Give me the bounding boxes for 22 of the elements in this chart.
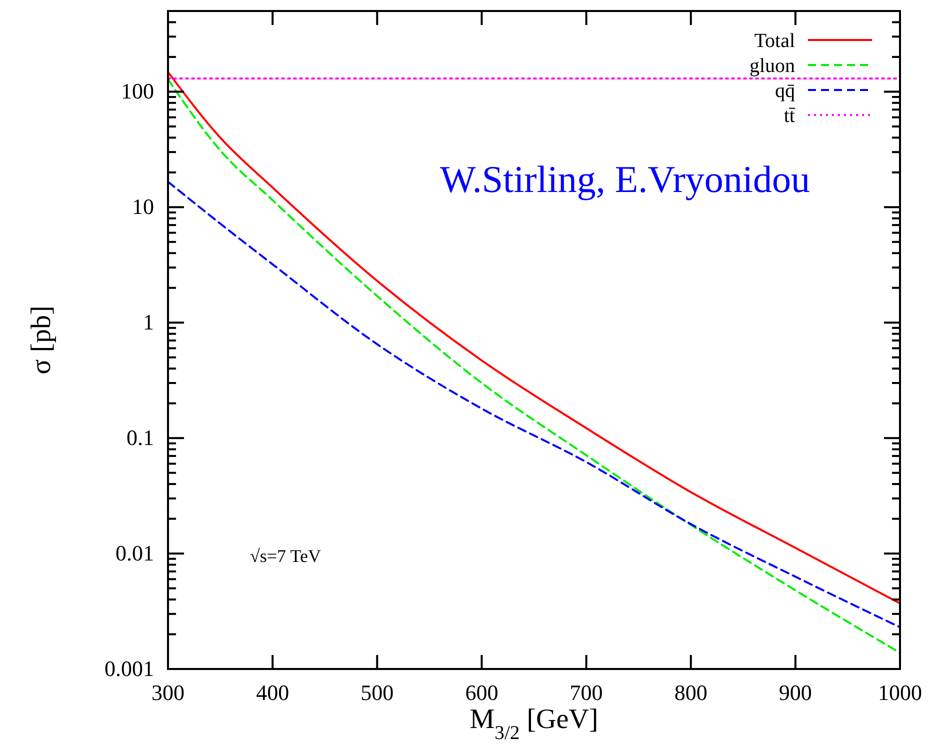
x-axis-title: M$_{3/2}$ [GeV] (470, 704, 598, 744)
x-tick-label: 1000 (878, 680, 922, 705)
x-tick-label: 500 (360, 680, 394, 705)
annotation: W.Stirling, E.Vryonidou (440, 159, 810, 201)
legend-label: gluon (749, 55, 795, 77)
x-tick-label: 700 (570, 680, 603, 705)
legend-label: Total (754, 30, 796, 52)
y-tick-label: 0.001 (104, 656, 154, 681)
x-tick-label: 600 (465, 680, 498, 705)
x-tick-label: 400 (256, 680, 290, 705)
y-axis-title: σ [pb] (26, 306, 57, 374)
legend-label: qq̄ (775, 80, 795, 102)
annotation: √s=7 TeV (250, 546, 321, 566)
legend-label: tt̄ (784, 105, 796, 127)
y-tick-label: 1 (143, 310, 154, 335)
y-tick-label: 0.01 (116, 540, 154, 566)
x-tick-label: 900 (778, 680, 812, 705)
y-tick-label: 10 (132, 194, 154, 220)
y-tick-label: 100 (121, 78, 154, 104)
x-tick-label: 800 (674, 680, 708, 705)
x-tick-label: 300 (152, 680, 184, 705)
y-tick-label: 0.1 (126, 425, 154, 450)
